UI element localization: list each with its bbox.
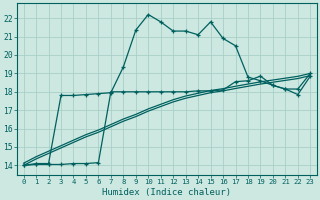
X-axis label: Humidex (Indice chaleur): Humidex (Indice chaleur) [102,188,231,197]
